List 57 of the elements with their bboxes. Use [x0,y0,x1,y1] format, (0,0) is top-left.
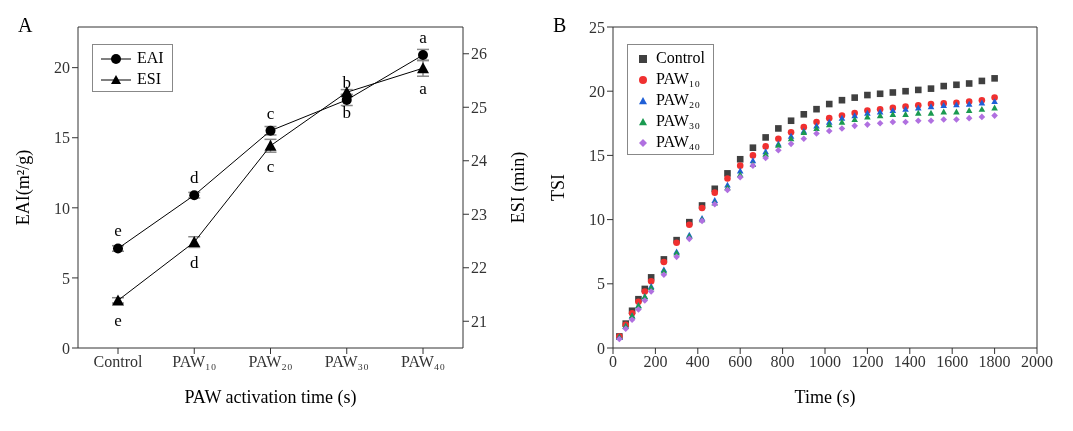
x-tick-label: PAW₁₀ [172,353,217,371]
y2-tick-label: 23 [471,205,487,223]
data-label: c [266,156,275,176]
x-tick-label: 200 [643,353,668,371]
y2-tick-label: 24 [471,152,487,170]
legend-label: EAI [136,48,164,68]
y-tick-label: 10 [589,211,605,229]
y2-tick-label: 22 [471,259,487,277]
data-label: d [190,168,199,188]
legend-label: ESI [136,69,162,89]
x-tick-label: 400 [685,353,710,371]
data-label: b [342,72,351,92]
chart-title: B [553,14,567,37]
x-tick-label: 800 [770,353,795,371]
y-tick-label: 15 [54,129,70,147]
y-tick-label: 5 [62,269,70,287]
y-tick-label: 0 [597,339,605,357]
legend-label: Control [655,48,705,68]
x-tick-label: 1800 [978,353,1011,371]
y-tick-label: 25 [589,18,605,36]
data-label: b [342,103,351,123]
y-tick-label: 20 [589,82,605,100]
y-tick-label: 5 [597,275,605,293]
data-label: c [266,103,275,123]
x-tick-label: 0 [609,353,617,371]
x-tick-label: PAW₄₀ [401,353,445,371]
x-tick-label: 1000 [809,353,841,371]
x-tick-label: 1600 [936,353,969,371]
y2-tick-label: 25 [471,98,487,116]
data-label: a [419,79,428,99]
data-label: d [190,253,199,273]
x-tick-label: Control [93,353,143,371]
x-tick-label: 1200 [851,353,884,371]
y-tick-label: 10 [54,199,70,217]
y2-tick-label: 26 [471,45,487,63]
y2-tick-label: 21 [471,312,487,330]
data-label: a [419,28,428,48]
x-tick-label: PAW₃₀ [324,353,369,371]
x-tick-label: 2000 [1021,353,1053,371]
y-axis-title: TSI [548,173,569,201]
legend-label: PAW₄₀ [655,132,701,152]
y-tick-label: 15 [589,147,605,165]
data-label: e [114,311,122,331]
x-tick-label: 1400 [893,353,926,371]
chart-title: A [18,14,33,37]
x-tick-label: PAW₂₀ [248,353,293,371]
y2-axis-title: ESI (min) [508,151,530,224]
x-tick-label: 600 [728,353,753,371]
y-tick-label: 0 [62,339,70,357]
x-axis-title: Time (s) [794,387,856,408]
data-label: e [114,221,122,241]
y-axis-title: EAI(m²/g) [13,149,35,226]
legend-label: PAW₂₀ [655,90,701,110]
legend-label: PAW₁₀ [655,69,701,89]
y-tick-label: 20 [54,59,70,77]
x-axis-title: PAW activation time (s) [184,387,357,408]
legend-label: PAW₃₀ [655,111,701,131]
